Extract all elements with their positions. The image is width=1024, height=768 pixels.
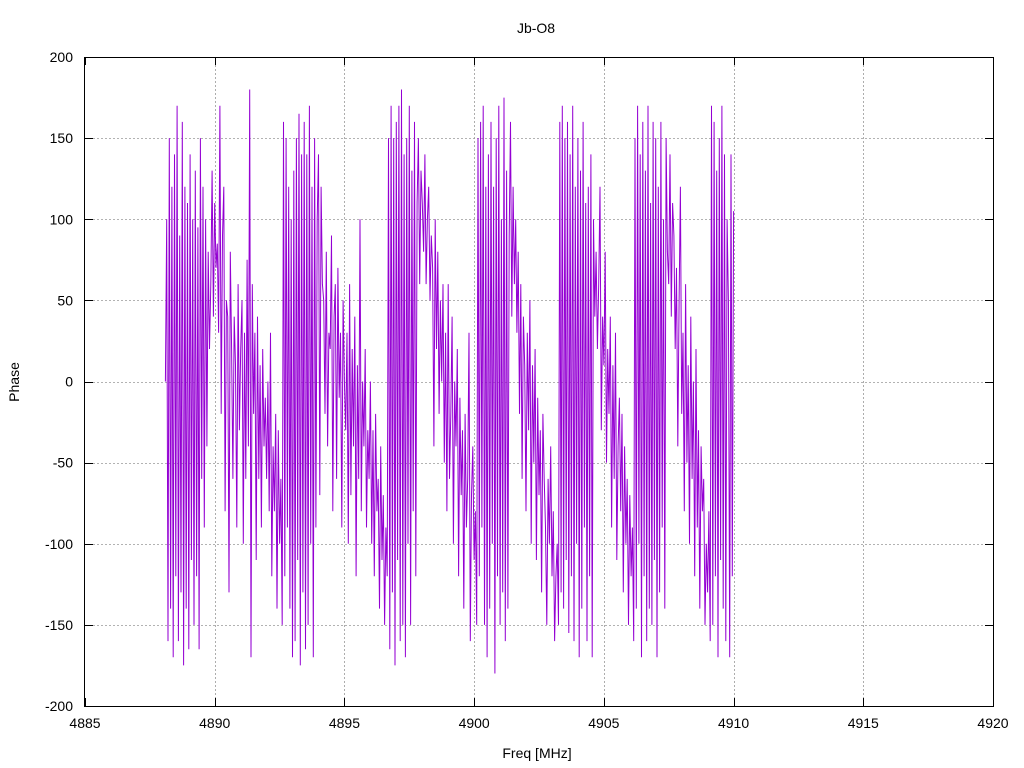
y-tick-label: 200 bbox=[50, 49, 74, 65]
plot-frame bbox=[84, 57, 994, 707]
y-tick-label: 50 bbox=[57, 292, 73, 308]
x-tick-label: 4890 bbox=[199, 715, 230, 731]
x-tick-label: 4905 bbox=[588, 715, 619, 731]
x-axis-title: Freq [MHz] bbox=[502, 745, 571, 761]
y-axis-title: Phase bbox=[6, 362, 22, 402]
x-tick-label: 4900 bbox=[459, 715, 490, 731]
x-tick-label: 4920 bbox=[977, 715, 1008, 731]
series-layer bbox=[164, 89, 735, 674]
y-tick-label: -150 bbox=[45, 617, 73, 633]
y-tick-label: 150 bbox=[50, 130, 74, 146]
y-tick-label: 100 bbox=[50, 211, 74, 227]
ticks bbox=[85, 57, 994, 707]
x-tick-label: 4915 bbox=[848, 715, 879, 731]
x-tick-label: 4910 bbox=[718, 715, 749, 731]
y-tick-label: -100 bbox=[45, 536, 73, 552]
grid bbox=[85, 57, 993, 706]
x-tick-label: 4895 bbox=[329, 715, 360, 731]
y-tick-label: 0 bbox=[65, 374, 73, 390]
chart-title: Jb-O8 bbox=[517, 20, 555, 36]
x-tick-label: 4885 bbox=[69, 715, 100, 731]
y-tick-labels: -200 -150 -100 -50 0 50 100 150 200 bbox=[45, 49, 73, 714]
y-tick-label: -50 bbox=[53, 455, 73, 471]
phase-series-line bbox=[164, 89, 735, 674]
y-tick-label: -200 bbox=[45, 698, 73, 714]
x-tick-labels: 4885 4890 4895 4900 4905 4910 4915 4920 bbox=[69, 715, 1008, 731]
